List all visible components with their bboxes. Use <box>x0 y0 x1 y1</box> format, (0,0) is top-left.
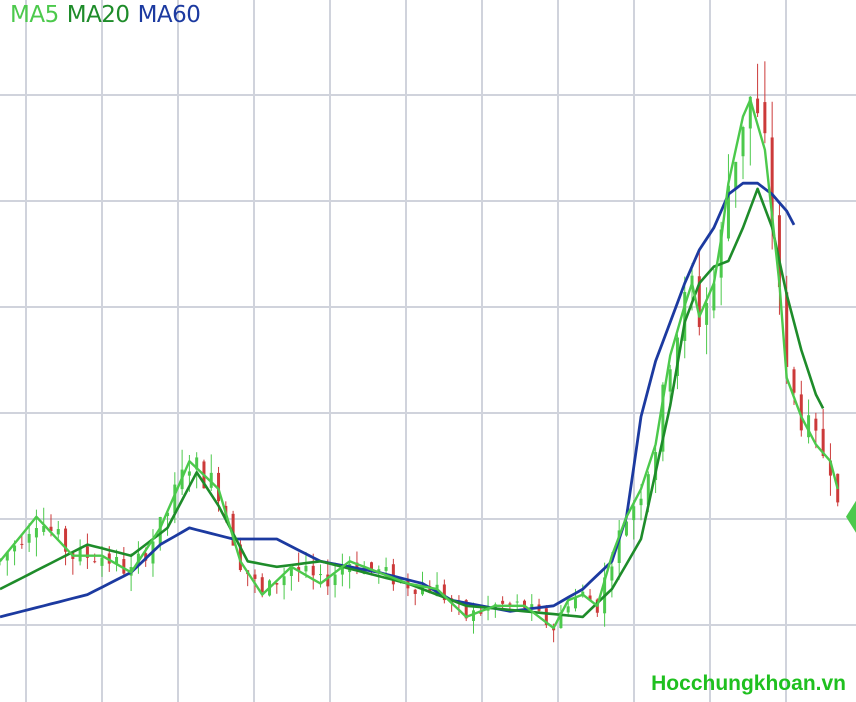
candle-body <box>49 526 53 532</box>
candle-body <box>756 98 760 114</box>
candle-body <box>377 569 381 573</box>
candle-body <box>763 102 767 134</box>
candle-body <box>173 484 177 514</box>
moving-averages <box>0 98 839 630</box>
candle-body <box>326 574 330 587</box>
candle-body <box>814 418 818 431</box>
candle-body <box>20 543 24 545</box>
candle-body <box>384 567 388 571</box>
candle-body <box>42 525 46 532</box>
candle-body <box>719 229 723 278</box>
candle-body <box>712 283 716 311</box>
candle-body <box>515 601 519 603</box>
candle-body <box>340 567 344 575</box>
candle-body <box>231 513 235 546</box>
candle-body <box>289 568 293 577</box>
last-price-marker <box>846 500 856 533</box>
candle-body <box>253 574 257 579</box>
candle-body <box>304 565 308 572</box>
edge-markers <box>846 500 856 533</box>
candle-body <box>668 369 672 392</box>
candle-body <box>748 96 752 129</box>
candle-body <box>471 610 475 621</box>
watermark: Hocchungkhoan.vn <box>651 672 846 695</box>
candle-body <box>697 276 701 328</box>
candle-body <box>195 457 199 470</box>
legend: MA5 MA20 MA60 <box>10 2 208 28</box>
candle-body <box>319 574 323 576</box>
candle-body <box>442 584 446 601</box>
candle-body <box>559 612 563 629</box>
candle-body <box>654 452 658 481</box>
candle-body <box>413 589 417 594</box>
candle-body <box>297 567 301 572</box>
candle-body <box>5 552 9 561</box>
candle-body <box>311 565 315 576</box>
candle-body <box>34 528 38 538</box>
candle-body <box>479 611 483 614</box>
candle-body <box>690 275 694 285</box>
candle-body <box>13 545 17 552</box>
candle-body <box>64 528 68 552</box>
candle-body <box>726 185 730 239</box>
candle-body <box>508 603 512 605</box>
candle-body <box>282 576 286 586</box>
candle-body <box>770 137 774 223</box>
candle-body <box>544 608 548 625</box>
candle-body <box>275 583 279 585</box>
candle-body <box>464 600 468 619</box>
candle-body <box>166 512 170 517</box>
candle-body <box>115 556 119 565</box>
candle-body <box>187 471 191 476</box>
candle-body <box>85 546 89 558</box>
candle-body <box>100 557 104 566</box>
candle-body <box>821 428 825 456</box>
legend-ma60: MA60 <box>137 2 201 28</box>
legend-ma5: MA5 <box>10 2 59 28</box>
candle-body <box>734 161 738 189</box>
candle-body <box>217 472 221 502</box>
candle-body <box>610 566 614 581</box>
candle-body <box>260 577 264 593</box>
candle-body <box>573 597 577 609</box>
candle-body <box>785 292 789 367</box>
candle-body <box>27 533 31 543</box>
candle-body <box>683 292 687 341</box>
candle-body <box>391 564 395 585</box>
candle-body <box>158 516 162 544</box>
candle-body <box>122 559 126 574</box>
candle-body <box>639 498 643 506</box>
candle-body <box>632 506 636 521</box>
candle-body <box>777 215 781 288</box>
candle-body <box>370 562 374 570</box>
candle-body <box>501 600 505 604</box>
candle-body <box>428 586 432 593</box>
candle-body <box>624 521 628 536</box>
candle-body <box>792 369 796 393</box>
candle-body <box>566 606 570 613</box>
candle-body <box>705 302 709 325</box>
ma5-line <box>0 98 839 630</box>
candle-body <box>56 529 60 535</box>
candle-body <box>93 561 97 563</box>
candle-body <box>522 600 526 608</box>
candle-body <box>741 127 745 157</box>
candle-body <box>661 384 665 452</box>
candle-body <box>136 553 140 564</box>
candle-body <box>828 460 832 476</box>
candle-body <box>617 530 621 564</box>
candle-body <box>646 474 650 505</box>
candle-body <box>807 415 811 438</box>
candle-body <box>78 547 82 562</box>
candle-body <box>588 595 592 601</box>
candle-body <box>799 394 803 431</box>
legend-ma20: MA20 <box>66 2 130 28</box>
candle-body <box>333 574 337 586</box>
candle-body <box>530 604 534 609</box>
